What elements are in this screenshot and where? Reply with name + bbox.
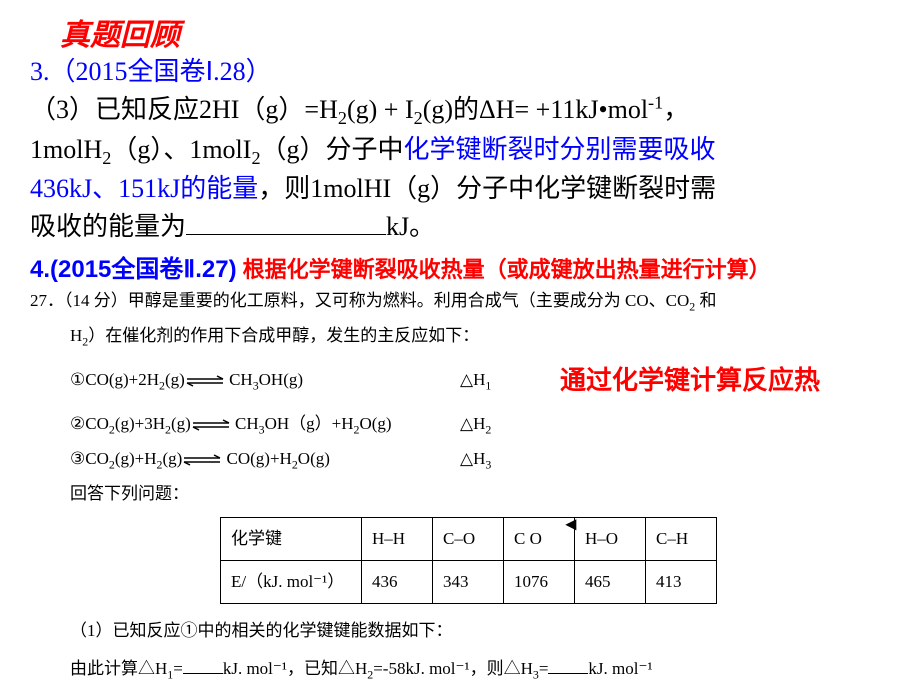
p27-line2: H2）在催化剂的作用下合成甲醇，发生的主反应如下：	[70, 319, 890, 354]
eq1: ①CO(g)+2H2(g) CH3OH(g) △H1 通过化学键计算反应热	[70, 355, 890, 407]
equilibrium-arrow-icon	[191, 418, 231, 432]
t: (g)的ΔH= +11kJ•mol	[423, 95, 648, 124]
t: 和	[695, 291, 716, 310]
t: ，则1molHI（g）分子中化学键断裂时需	[258, 174, 716, 203]
equilibrium-arrow-icon	[185, 374, 225, 388]
t: （g）、1molI	[111, 135, 251, 164]
p27-line1: 27．（14 分）甲醇是重要的化工原料，又可称为燃料。利用合成气（主要成分为 C…	[30, 284, 890, 319]
td: 436	[362, 560, 433, 603]
t: (g) + I	[347, 95, 414, 124]
t: ②CO	[70, 414, 109, 433]
t: （g）分子中	[261, 135, 404, 164]
sub: 3	[485, 457, 491, 471]
t: ①CO(g)+2H	[70, 370, 159, 389]
t: =	[173, 659, 183, 678]
t: kJ. mol⁻¹，已知△H	[223, 659, 367, 678]
t: kJ。	[386, 212, 435, 241]
td: 1076	[504, 560, 575, 603]
t: △H	[460, 414, 485, 433]
sub: 2	[251, 148, 260, 168]
q3-line1: （3）已知反应2HI（g）=H2(g) + I2(g)的ΔH= +11kJ•mo…	[30, 95, 689, 124]
t: kJ. mol⁻¹	[588, 659, 652, 678]
t: ，	[663, 95, 689, 124]
th: 化学键	[221, 517, 362, 560]
bond-energy-table: 化学键 H–H C–O C O ◂ H–O C–H E/（kJ. mol⁻¹） …	[220, 517, 717, 604]
sub-question-1: （1）已知反应①中的相关的化学键键能数据如下：	[70, 614, 890, 648]
t: 化学键断裂时分别需要吸收	[404, 135, 716, 164]
sub: 2	[102, 148, 111, 168]
t: CH	[225, 370, 253, 389]
t: CH	[231, 414, 259, 433]
annotation-red: 通过化学键计算反应热	[560, 355, 820, 407]
page-title: 真题回顾	[60, 10, 890, 54]
t: O(g)	[298, 449, 330, 468]
q4-body: 27．（14 分）甲醇是重要的化工原料，又可称为燃料。利用合成气（主要成分为 C…	[30, 284, 890, 687]
th: H–H	[362, 517, 433, 560]
equilibrium-arrow-icon	[182, 453, 222, 467]
t: 由此计算△H	[70, 659, 167, 678]
td: 465	[575, 560, 646, 603]
sub: 2	[414, 108, 423, 128]
td: 343	[433, 560, 504, 603]
t: △H	[460, 370, 485, 389]
q3-line2: 1molH2（g）、1molI2（g）分子中化学键断裂时分别需要吸收	[30, 135, 716, 164]
answer-blank	[186, 208, 386, 235]
q3-block: 3.（2015全国卷Ⅰ.28） （3）已知反应2HI（g）=H2(g) + I2…	[30, 54, 890, 245]
q4-header-row: 4.(2015全国卷Ⅱ.27) 根据化学键断裂吸收热量（或成键放出热量进行计算）	[30, 249, 890, 284]
t: 436kJ、151kJ的能量	[30, 174, 258, 203]
t: 吸收的能量为	[30, 212, 186, 241]
answer-blank	[183, 673, 223, 674]
t: OH（g）+H	[265, 414, 354, 433]
t: O(g)	[359, 414, 391, 433]
final-line: 由此计算△H1=kJ. mol⁻¹，已知△H2=-58kJ. mol⁻¹，则△H…	[70, 652, 890, 687]
td: 413	[646, 560, 717, 603]
answer-blank	[548, 673, 588, 674]
th: C O ◂	[504, 517, 575, 560]
t: (g)+H	[115, 449, 157, 468]
t: H	[70, 326, 82, 345]
sub: 2	[338, 108, 347, 128]
t: C O	[514, 529, 542, 548]
sub: 2	[159, 378, 165, 392]
eq3: ③CO2(g)+H2(g) CO(g)+H2O(g) △H3	[70, 442, 890, 477]
t: ）在催化剂的作用下合成甲醇，发生的主反应如下：	[88, 326, 479, 345]
t: (g)+3H	[115, 414, 165, 433]
q4-note: 根据化学键断裂吸收热量（或成键放出热量进行计算）	[243, 252, 771, 284]
overlay-arrow-icon: ◂	[566, 504, 576, 544]
t: △H	[460, 449, 485, 468]
t: ③CO	[70, 449, 109, 468]
answer-label: 回答下列问题：	[70, 477, 890, 511]
t: OH(g)	[259, 370, 303, 389]
t: =	[539, 659, 549, 678]
table-row: 化学键 H–H C–O C O ◂ H–O C–H	[221, 517, 717, 560]
sub: 2	[165, 422, 171, 436]
sub: 2	[157, 457, 163, 471]
q3-head: 3.（2015全国卷Ⅰ.28）	[30, 57, 272, 86]
td: E/（kJ. mol⁻¹）	[221, 560, 362, 603]
t: =-58kJ. mol⁻¹，则△H	[373, 659, 533, 678]
th: H–O	[575, 517, 646, 560]
t: 1molH	[30, 135, 102, 164]
th: C–O	[433, 517, 504, 560]
table-row: E/（kJ. mol⁻¹） 436 343 1076 465 413	[221, 560, 717, 603]
th: C–H	[646, 517, 717, 560]
t: CO(g)+H	[222, 449, 292, 468]
q3-line3: 436kJ、151kJ的能量，则1molHI（g）分子中化学键断裂时需	[30, 174, 716, 203]
q3-line4: 吸收的能量为 kJ。	[30, 212, 435, 241]
sup: -1	[648, 92, 663, 112]
t: （3）已知反应2HI（g）=H	[30, 95, 338, 124]
eq2: ②CO2(g)+3H2(g) CH3OH（g）+H2O(g) △H2	[70, 407, 890, 442]
sub: 1	[485, 378, 491, 392]
t: 27．（14 分）甲醇是重要的化工原料，又可称为燃料。利用合成气（主要成分为 C…	[30, 291, 689, 310]
q4-head: 4.(2015全国卷Ⅱ.27)	[30, 249, 237, 284]
sub: 2	[485, 422, 491, 436]
